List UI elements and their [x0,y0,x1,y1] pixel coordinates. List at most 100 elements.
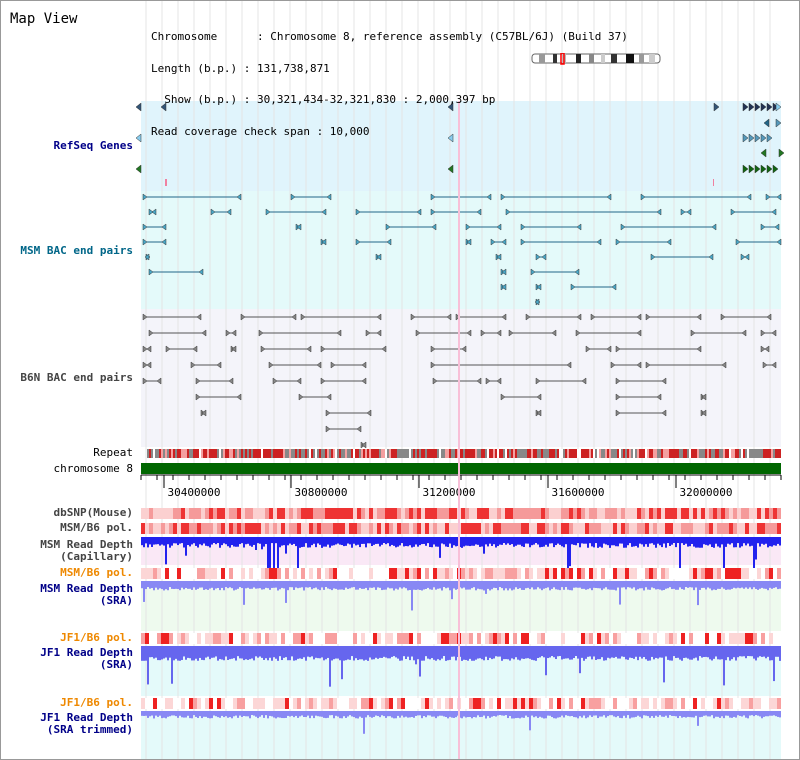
heat-cell [489,568,493,579]
repeat-cell [619,449,621,458]
depth-bar [467,711,469,718]
heat-cell [281,698,285,709]
heat-cell [317,568,321,579]
depth-bar [453,537,455,546]
repeat-cell [677,449,679,458]
jf1-pol-label[interactable]: JF1/B6 pol. [60,631,133,644]
heat-cell [245,698,249,709]
depth-bar [529,711,531,731]
depth-bar [395,581,397,589]
repeat-cell [509,449,511,458]
heat-cell [385,568,389,579]
repeat-cell [251,449,253,458]
depth-bar [619,537,621,544]
heat-cell [657,633,661,644]
msm-depth-sra-label-1[interactable]: MSM Read Depth [40,582,133,595]
heat-cell [333,568,337,579]
depth-bar [731,581,733,589]
repeat-cell [621,449,623,458]
depth-bar [647,537,649,547]
jf1-trim-label-1[interactable]: JF1 Read Depth [40,711,133,724]
b6n-bac-label[interactable]: B6N BAC end pairs [20,371,133,384]
gene-glyph [236,193,242,201]
heat-cell [165,633,169,644]
depth-bar [733,646,735,658]
heat-cell [461,508,465,519]
depth-bar [261,581,263,590]
gene-glyph [772,102,779,112]
heat-cell [197,508,201,519]
depth-bar [473,581,475,588]
gene-glyph [620,223,626,231]
heat-cell [145,633,149,644]
jf1-depth-sra-label-1[interactable]: JF1 Read Depth [40,646,133,659]
repeat-cell [553,449,555,458]
repeat-cell [253,449,255,458]
heat-cell [661,633,665,644]
heat-cell [609,633,613,644]
depth-bar [685,537,687,544]
heat-cell [677,508,681,519]
depth-bar [639,646,641,657]
repeat-cell [555,449,557,458]
chromosome-ideogram[interactable] [531,53,663,65]
msm-bac-label[interactable]: MSM BAC end pairs [20,244,133,257]
heat-cell [525,568,529,579]
depth-bar [763,581,765,589]
gene-glyph [326,193,332,201]
repeat-cell [671,449,673,458]
heat-cell [497,698,501,709]
depth-bar [671,537,673,545]
depth-bar [357,581,359,590]
heat-cell [617,523,621,534]
depth-bar [289,711,291,717]
depth-bar [287,581,289,591]
heat-cell [221,568,225,579]
msm-b6-pol2-label[interactable]: MSM/B6 pol. [60,566,133,579]
refseq-genes-label[interactable]: RefSeq Genes [53,139,133,152]
depth-bar [301,581,303,588]
depth-bar [327,581,329,589]
depth-bar [645,711,647,716]
depth-bar [199,537,201,545]
depth-bar [613,646,615,658]
depth-bar [511,646,513,659]
depth-bar [733,581,735,588]
depth-bar [683,646,685,658]
gene-glyph [636,361,642,369]
depth-bar [155,711,157,716]
heat-cell [713,633,717,644]
repeat-cell [489,449,491,458]
repeat-cell [627,449,629,458]
depth-bar [607,581,609,590]
heat-cell [345,698,349,709]
depth-bar [425,711,427,718]
depth-bar [475,711,477,718]
heat-cell [529,508,533,519]
gene-glyph [298,393,304,401]
dbsnp-label[interactable]: dbSNP(Mouse) [53,506,133,519]
heat-cell [329,508,333,519]
msm-b6-pol-label[interactable]: MSM/B6 pol. [60,521,133,534]
depth-bar [521,581,523,590]
depth-bar [259,537,261,544]
repeat-cell [475,449,477,458]
gene-glyph [570,283,576,291]
heat-cell [529,568,533,579]
jf1-pol2-label[interactable]: JF1/B6 pol. [60,696,133,709]
depth-bar [573,711,575,718]
depth-bar [369,537,371,544]
msm-depth-capillary-label-1[interactable]: MSM Read Depth [40,538,133,551]
heat-cell [753,523,757,534]
repeat-cell [613,449,615,458]
heat-cell [413,508,417,519]
heat-cell [261,508,265,519]
depth-bar [727,581,729,590]
depth-bar [659,537,661,546]
repeat-cell [205,449,207,458]
depth-bar [187,711,189,716]
depth-bar [421,537,423,545]
depth-bar [149,646,151,658]
